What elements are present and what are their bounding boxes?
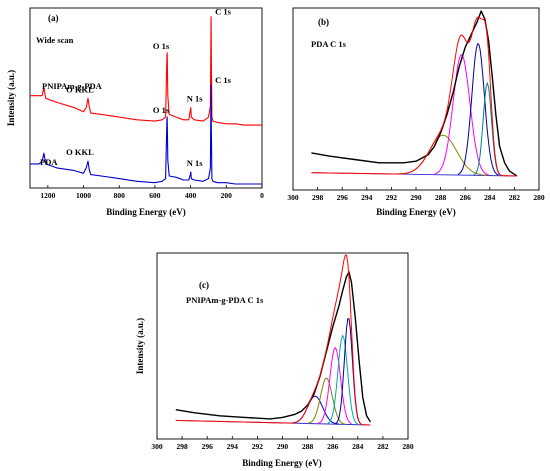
panel-b-x-tick-label: 280	[533, 193, 545, 202]
panel-c-x-tick-label: 280	[402, 442, 414, 451]
panel-b-x-tick-label: 296	[337, 193, 349, 202]
panel-b-x-tick-label: 290	[410, 193, 422, 202]
panel-b-raw-data-line	[311, 10, 518, 177]
panel-b-title: PDA C 1s	[311, 39, 347, 49]
panel-c-frame	[156, 252, 409, 440]
panel-b-x-ticks: 300 298 296 294 292 290 288 286 284 282 280	[287, 187, 545, 202]
panel-a-label: (a)	[48, 13, 59, 23]
panel-b-xlabel: Binding Energy (eV)	[376, 207, 456, 217]
panel-a-title: Wide scan	[36, 35, 74, 45]
panel-c-title: PNIPAm-g-PDA C 1s	[186, 295, 264, 305]
panel-b: (b) PDA C 1s 300 298 296 294 292 290 288 286 284…	[287, 7, 545, 217]
panel-c-x-tick-label: 294	[227, 442, 239, 451]
panel-a-series-line-1	[30, 16, 262, 126]
panel-a-x-tick-label: 1200	[40, 191, 55, 200]
panel-c-xlabel: Binding Energy (eV)	[242, 458, 322, 468]
panel-c-fit-envelope	[175, 254, 371, 426]
panel-c-x-tick-label: 298	[176, 442, 188, 451]
panel-a-annotations: O KKL O 1s N 1s C 1s O KKL O 1s N 1s C 1s	[66, 7, 231, 168]
panel-a-x-tick-label: 600	[149, 191, 161, 200]
panel-a-series-label-2: PDA	[40, 157, 58, 167]
panel-c-x-tick-label: 288	[302, 442, 314, 451]
panel-b-component-3	[457, 43, 499, 176]
panel-b-x-tick-label: 282	[509, 193, 521, 202]
panel-c-x-tick-label: 300	[151, 442, 163, 451]
panel-a-x-tick-label: 0	[260, 191, 264, 200]
panel-a-annotation: N 1s	[187, 94, 204, 104]
panel-a-annotation: C 1s	[215, 75, 232, 85]
panel-c-x-tick-label: 282	[377, 442, 389, 451]
panel-a: (a) Wide scan 1200 1000 800 600 400 200 0 O KK…	[6, 7, 264, 217]
panel-a-ylabel: Intensity (a.u.)	[6, 70, 16, 126]
panel-c-x-tick-label: 290	[277, 442, 289, 451]
panel-a-annotation: C 1s	[215, 7, 232, 17]
panel-a-series-label-1: PNIPAm-g-PDA	[42, 81, 103, 91]
panel-a-series-line-2	[30, 84, 262, 185]
panel-a-annotation: N 1s	[187, 158, 204, 168]
panel-a-annotation: O 1s	[153, 41, 170, 51]
panel-a-annotation: O KKL	[66, 84, 94, 94]
panel-b-x-tick-label: 298	[312, 193, 324, 202]
panel-a-x-ticks: 1200 1000 800 600 400 200 0	[40, 185, 264, 200]
panel-c-component-1	[291, 395, 340, 425]
panel-c-label: (c)	[199, 280, 209, 290]
panel-b-frame	[292, 7, 540, 191]
panel-a-annotation: O KKL	[66, 147, 94, 157]
panel-c-series	[175, 254, 371, 426]
panel-c-x-ticks: 300 298 296 294 292 290 288 286 284 282 280	[151, 436, 414, 451]
panel-b-x-tick-label: 286	[460, 193, 472, 202]
panel-a-x-tick-label: 200	[221, 191, 233, 200]
panel-b-x-tick-label: 284	[484, 193, 496, 202]
panel-c: (c) PNIPAm-g-PDA C 1s 300 298 296 294 292 290…	[135, 252, 414, 468]
panel-c-x-tick-label: 296	[202, 442, 214, 451]
panel-c-x-tick-label: 284	[352, 442, 364, 451]
panel-b-component-2	[434, 53, 489, 176]
panel-c-component-4	[327, 334, 359, 425]
panel-b-x-tick-label: 300	[287, 193, 299, 202]
panel-b-component-1	[398, 134, 488, 176]
panel-b-fit-envelope	[311, 16, 517, 177]
panel-b-label: (b)	[318, 17, 329, 27]
panel-c-x-tick-label: 286	[327, 442, 339, 451]
panel-b-x-tick-label: 288	[435, 193, 447, 202]
panel-a-x-tick-label: 800	[114, 191, 126, 200]
panel-a-x-tick-label: 400	[185, 191, 197, 200]
panel-c-component-2	[307, 377, 346, 425]
panel-b-x-tick-label: 292	[386, 193, 398, 202]
panel-a-xlabel: Binding Energy (eV)	[106, 207, 186, 217]
panel-a-series	[30, 16, 262, 185]
panel-a-x-tick-label: 1000	[76, 191, 91, 200]
panel-b-series	[311, 10, 518, 177]
panel-c-component-3	[317, 346, 352, 425]
panel-a-annotation: O 1s	[153, 105, 170, 115]
panel-b-x-tick-label: 294	[361, 193, 373, 202]
panel-c-x-tick-label: 292	[252, 442, 264, 451]
panel-a-frame	[29, 7, 263, 189]
panel-c-ylabel: Intensity (a.u.)	[135, 318, 145, 374]
